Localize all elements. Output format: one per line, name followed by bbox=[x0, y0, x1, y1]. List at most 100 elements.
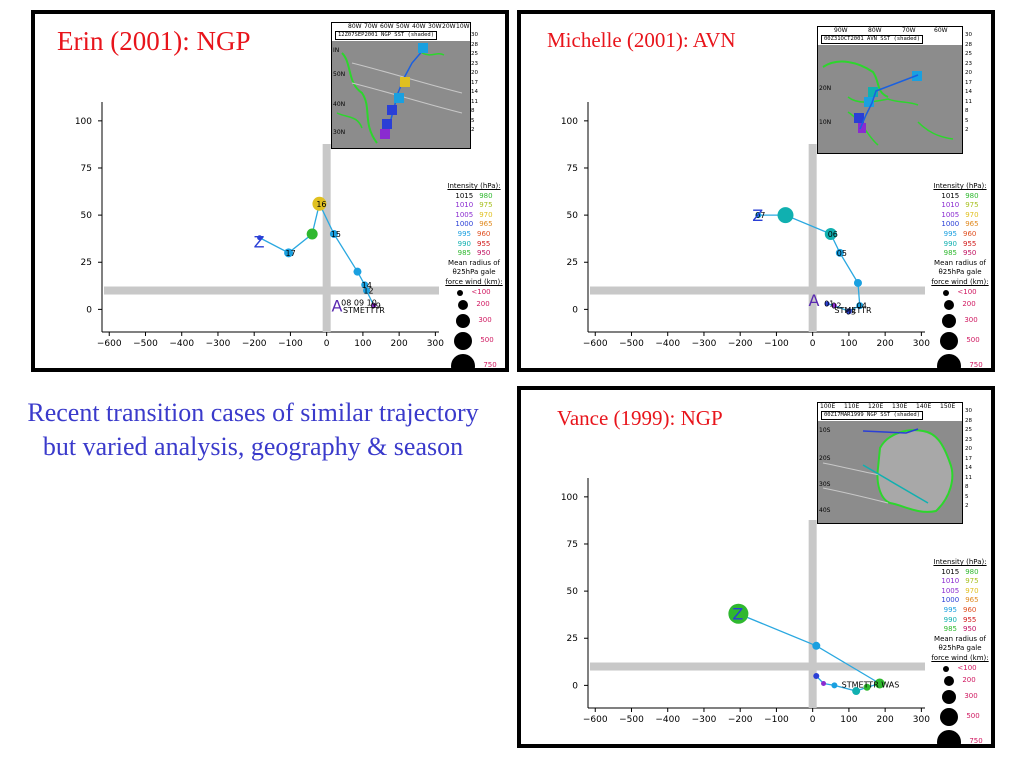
intensity-value: 980 bbox=[965, 567, 979, 576]
track-point bbox=[863, 683, 871, 691]
erin-legend: Intensity (hPa): 1015 980 1010 975 1005 970 100… bbox=[443, 182, 505, 368]
x-tick-label: −100 bbox=[278, 339, 303, 349]
intensity-value: 970 bbox=[479, 210, 493, 219]
michelle-sst-colorbar: 30 28 25 23 20 17 14 11 8 5 2 bbox=[965, 31, 972, 136]
track-point bbox=[856, 302, 864, 310]
intensity-value: 955 bbox=[963, 615, 977, 624]
intensity-value: 995 bbox=[457, 229, 471, 238]
radius-legend-row: 500 bbox=[443, 330, 505, 352]
vance-map-drawing bbox=[822, 428, 954, 513]
colorbar-label: 11 bbox=[965, 474, 972, 481]
intensity-value: 1000 bbox=[455, 220, 474, 229]
erin-map-lat-label: 40N bbox=[333, 101, 346, 108]
radius-value: 300 bbox=[478, 315, 492, 324]
radius-value: 200 bbox=[962, 299, 976, 308]
michelle-sst-map: 00Z31OCT2001 AVN SST (shaded) 90W 80W 70… bbox=[817, 26, 963, 154]
intensity-value: 1000 bbox=[941, 220, 960, 229]
erin-map-drawing bbox=[336, 43, 463, 144]
intensity-value: 965 bbox=[965, 596, 979, 605]
y-tick-label: 75 bbox=[567, 540, 578, 550]
colorbar-label: 2 bbox=[965, 503, 969, 509]
slide-caption: Recent transition cases of similar traje… bbox=[27, 398, 479, 461]
x-tick-label: −300 bbox=[692, 715, 717, 725]
radius-legend-row: 200 bbox=[929, 674, 991, 688]
colorbar-label: 11 bbox=[965, 98, 972, 105]
colorbar-label: 2 bbox=[471, 127, 475, 133]
radius-size-dot bbox=[944, 675, 955, 686]
radius-size-dot bbox=[942, 689, 957, 704]
x-tick-label: 100 bbox=[840, 339, 857, 349]
erin-map-lon-label: 10W bbox=[456, 23, 470, 30]
radius-value: 500 bbox=[966, 711, 980, 720]
colorbar-label: 17 bbox=[965, 79, 972, 86]
radius-size-dot bbox=[944, 299, 955, 310]
radius-legend-header: Mean radius of bbox=[934, 634, 986, 643]
intensity-value: 980 bbox=[479, 191, 493, 200]
track-point bbox=[329, 229, 338, 238]
colorbar-label: 25 bbox=[965, 51, 972, 57]
origin-horizontal-bar bbox=[590, 662, 925, 671]
radius-size-dot bbox=[937, 729, 962, 744]
intensity-legend-row: 1010 975 bbox=[929, 577, 991, 587]
radius-value: 500 bbox=[480, 335, 494, 344]
intensity-value: 1010 bbox=[941, 201, 960, 210]
track-point-label: 16 bbox=[316, 200, 326, 209]
intensity-value: 1005 bbox=[941, 586, 960, 595]
erin-map-lon-label: 40W bbox=[412, 23, 426, 30]
colorbar-label: 20 bbox=[965, 446, 972, 452]
origin-vertical-bar bbox=[322, 144, 331, 332]
intensity-value: 990 bbox=[943, 239, 957, 248]
intensity-legend-row: 990 955 bbox=[929, 240, 991, 250]
track-point-label: 03 bbox=[846, 307, 856, 316]
michelle-legend: Intensity (hPa): 1015 980 1010 975 1005 970 100… bbox=[929, 182, 991, 369]
intensity-value: 1010 bbox=[941, 577, 960, 586]
vance-map-lon-label: 110E bbox=[844, 403, 860, 410]
erin-panel: −600 −500 −400 −300 −200 −100 0 100 200 300 0 25 50 7… bbox=[31, 10, 509, 372]
track-point-label: 02 bbox=[831, 302, 841, 311]
michelle-map-lon-label: 90W bbox=[834, 27, 848, 34]
intensity-value: 1015 bbox=[455, 191, 474, 200]
radius-legend-row: 300 bbox=[929, 312, 991, 330]
track-point bbox=[777, 207, 794, 224]
track-point-label: 12 bbox=[363, 287, 373, 296]
track-point-label: 05 bbox=[837, 249, 847, 258]
intensity-legend-row: 995 960 bbox=[929, 230, 991, 240]
erin-map-lon-label: 50W bbox=[396, 23, 410, 30]
radius-value: 750 bbox=[969, 360, 983, 369]
track-point bbox=[312, 196, 327, 211]
x-tick-label: 0 bbox=[324, 339, 330, 349]
y-tick-label: 75 bbox=[81, 164, 92, 174]
erin-track-chart: −600 −500 −400 −300 −200 −100 0 100 200 300 0 25 50 7… bbox=[75, 102, 444, 349]
colorbar-label: 28 bbox=[965, 417, 972, 424]
origin-horizontal-bar bbox=[590, 286, 925, 295]
intensity-value: 1010 bbox=[455, 201, 474, 210]
michelle-track-chart: −600 −500 −400 −300 −200 −100 0 100 200 300 0 25 50 7… bbox=[561, 102, 930, 349]
radius-legend-header: θ25hPa gale bbox=[938, 644, 982, 653]
radius-value: 300 bbox=[964, 691, 978, 700]
y-tick-label: 50 bbox=[567, 211, 579, 221]
michelle-map-lat-label: 20N bbox=[819, 85, 832, 92]
colorbar-label: 5 bbox=[965, 117, 969, 124]
colorbar-label: 30 bbox=[965, 32, 972, 38]
track-annotation: STMETTTR bbox=[343, 306, 385, 315]
x-tick-label: −600 bbox=[583, 715, 608, 725]
radius-size-dot bbox=[457, 289, 464, 296]
track-point bbox=[728, 603, 749, 624]
track-point-label: 15 bbox=[331, 230, 341, 239]
y-tick-label: 50 bbox=[567, 587, 579, 597]
y-tick-label: 100 bbox=[561, 117, 578, 127]
erin-map-lon-label: 60W bbox=[380, 23, 394, 30]
intensity-value: 965 bbox=[479, 220, 493, 229]
intensity-value: 975 bbox=[479, 201, 493, 210]
michelle-map-lon-label: 70W bbox=[902, 27, 916, 34]
radius-size-dot bbox=[942, 313, 957, 328]
track-annotation: 08 09 10 bbox=[341, 299, 377, 308]
intensity-legend-row: 1015 980 bbox=[443, 192, 505, 202]
track-point-label: 01 bbox=[824, 300, 834, 309]
x-tick-label: 300 bbox=[427, 339, 444, 349]
vance-track-chart: −600 −500 −400 −300 −200 −100 0 100 200 300 0 25 50 7… bbox=[561, 478, 930, 725]
x-tick-label: −400 bbox=[655, 715, 680, 725]
colorbar-label: 30 bbox=[471, 32, 478, 38]
radius-size-dot bbox=[456, 313, 471, 328]
intensity-legend-header: Intensity (hPa): bbox=[933, 558, 987, 566]
